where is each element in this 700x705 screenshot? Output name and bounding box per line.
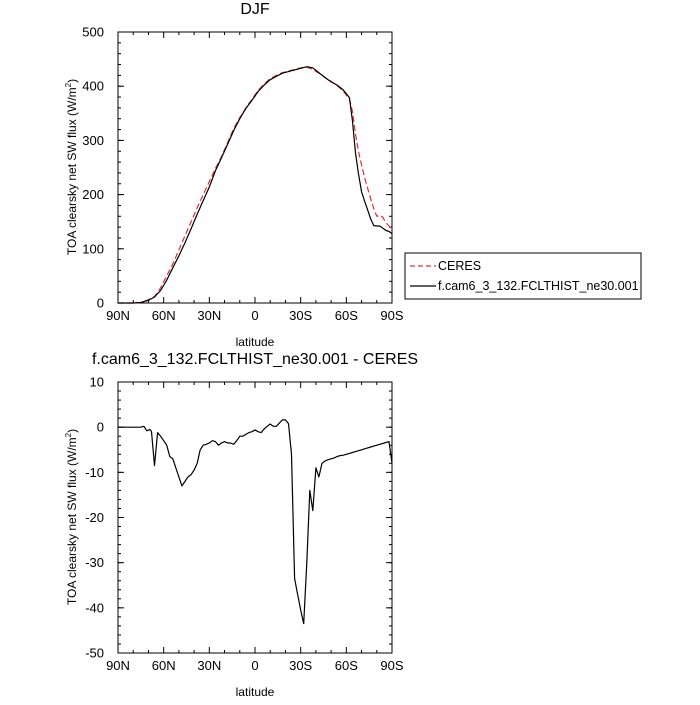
top-y-tick-label: 300 [82, 133, 104, 148]
bottom-y-tick-label: -20 [85, 510, 104, 525]
top-y-tick-label: 0 [97, 296, 104, 311]
legend-label-model: f.cam6_3_132.FCLTHIST_ne30.001 [438, 279, 639, 293]
top-x-tick-label: 60N [152, 308, 176, 323]
top-x-tick-label: 60S [335, 308, 358, 323]
top-y-tick-label: 400 [82, 79, 104, 94]
top-x-tick-label: 90S [380, 308, 403, 323]
legend-box [404, 252, 642, 300]
bottom-panel: f.cam6_3_132.FCLTHIST_ne30.001 - CERES 9… [64, 351, 418, 699]
bottom-x-tick-label: 30N [197, 658, 221, 673]
top-x-tick-label: 30S [289, 308, 312, 323]
bottom-axis-ticks: 90N 60N 30N 0 30S 60S 90S -50 -40 -30 -20 -10 0 10 [85, 375, 404, 674]
bottom-y-tick-label: -50 [85, 646, 104, 661]
top-y-tick-label: 500 [82, 25, 104, 40]
bottom-x-tick-label: 90S [380, 658, 403, 673]
legend: CERES f.cam6_3_132.FCLTHIST_ne30.001 [404, 252, 642, 300]
top-plot-frame [117, 31, 393, 304]
top-series-group [118, 66, 393, 304]
bottom-y-tick-label: 10 [90, 375, 104, 390]
bottom-x-tick-label: 90N [106, 658, 130, 673]
bottom-y-tick-label: -30 [85, 555, 104, 570]
top-y-tick-label: 200 [82, 187, 104, 202]
bottom-x-tick-label: 60N [152, 658, 176, 673]
bottom-y-tick-label: 0 [97, 420, 104, 435]
bottom-x-tick-label: 60S [335, 658, 358, 673]
top-axis-ticks: 90N 60N 30N 0 30S 60S 90S 0 100 200 300 400 500 [82, 25, 404, 324]
bottom-y-tick-label: -40 [85, 600, 104, 615]
top-x-tick-label: 90N [106, 308, 130, 323]
bottom-x-axis-label: latitude [236, 685, 275, 699]
top-series-line-ceres [118, 66, 393, 304]
legend-label-ceres: CERES [438, 259, 481, 273]
bottom-series-line-model [118, 419, 393, 625]
bottom-y-tick-label: -10 [85, 465, 104, 480]
top-x-tick-label: 30N [197, 308, 221, 323]
top-panel-title: DJF [240, 1, 270, 18]
top-x-tick-label: 0 [251, 308, 258, 323]
top-x-axis-label: latitude [236, 335, 275, 349]
bottom-panel-title: f.cam6_3_132.FCLTHIST_ne30.001 - CERES [92, 351, 418, 368]
bottom-plot-frame [117, 381, 393, 654]
bottom-x-tick-label: 30S [289, 658, 312, 673]
top-y-tick-label: 100 [82, 241, 104, 256]
top-panel: DJF 90N 60N 30N 0 30S 60S 90S0100200300400500 … [64, 1, 404, 349]
top-series-line-model [118, 66, 393, 304]
bottom-series-group [118, 419, 393, 625]
bottom-y-axis-label: TOA clearsky net SW flux (W/m2) [64, 429, 79, 605]
top-y-axis-label: TOA clearsky net SW flux (W/m2) [64, 79, 79, 255]
bottom-x-tick-label: 0 [251, 658, 258, 673]
